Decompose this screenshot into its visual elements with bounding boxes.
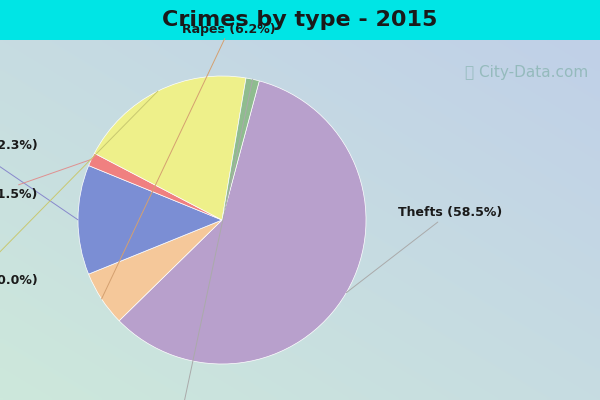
Text: Auto thefts (12.3%): Auto thefts (12.3%): [0, 139, 78, 220]
Text: ⓘ City-Data.com: ⓘ City-Data.com: [465, 65, 588, 80]
Text: Burglaries (20.0%): Burglaries (20.0%): [0, 91, 158, 287]
Text: Arson (1.5%): Arson (1.5%): [0, 159, 91, 200]
Wedge shape: [222, 78, 259, 220]
Wedge shape: [78, 166, 222, 274]
Wedge shape: [89, 153, 222, 220]
Text: Crimes by type - 2015: Crimes by type - 2015: [163, 10, 437, 30]
Wedge shape: [89, 220, 222, 321]
Wedge shape: [94, 76, 246, 220]
Wedge shape: [119, 81, 366, 364]
Text: Assaults (1.5%): Assaults (1.5%): [127, 79, 253, 400]
Text: Thefts (58.5%): Thefts (58.5%): [346, 206, 502, 293]
Text: Rapes (6.2%): Rapes (6.2%): [101, 23, 276, 299]
